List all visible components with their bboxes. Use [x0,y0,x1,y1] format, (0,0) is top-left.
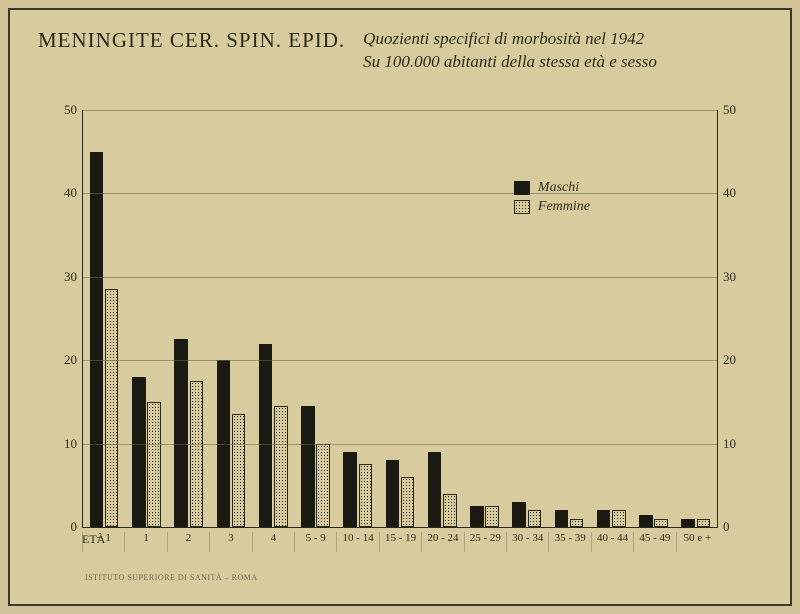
legend-label-female: Femmine [538,199,590,215]
bar-female [443,494,457,527]
subtitle-line-1: Quozienti specifici di morbosità nel 194… [363,28,762,51]
x-tick-label: 40 - 44 [591,532,633,552]
bar-male [132,377,146,527]
header: MENINGITE CER. SPIN. EPID. Quozienti spe… [10,10,790,84]
y-tick-right: 10 [717,436,736,452]
bar-group [83,110,125,527]
x-axis: ETÀ − 112345 - 910 - 1415 - 1920 - 2425 … [82,532,718,552]
bar-group [632,110,674,527]
bar-male [512,502,526,527]
bar-male [343,452,357,527]
bar-female [570,519,584,527]
bar-female [316,444,330,527]
bar-male [386,460,400,527]
bar-male [470,506,484,527]
bar-female [528,510,542,527]
bar-male [555,510,569,527]
bar-female [274,406,288,527]
bar-female [147,402,161,527]
bar-male [301,406,315,527]
x-axis-label: ETÀ [82,532,105,547]
bars-layer [83,110,717,527]
y-tick-left: 20 [64,352,83,368]
bar-group [252,110,294,527]
bar-male [174,339,188,527]
legend-item-maschi: Maschi [514,180,590,196]
x-tick-label: 20 - 24 [421,532,463,552]
plot-frame: 0010102020303040405050 [82,110,718,528]
photo-frame: MENINGITE CER. SPIN. EPID. Quozienti spe… [8,8,792,606]
bar-female [654,519,668,527]
legend-swatch-male [514,181,530,195]
bar-female [232,414,246,527]
footnote: ISTITUTO SUPERIORE DI SANITÀ – ROMA [85,573,258,582]
bar-group [337,110,379,527]
bar-male [597,510,611,527]
bar-female [401,477,415,527]
bar-female [105,289,119,527]
y-tick-right: 40 [717,185,736,201]
bar-male [259,344,273,527]
bar-male [428,452,442,527]
bar-group [590,110,632,527]
y-tick-right: 20 [717,352,736,368]
x-tick-label: 5 - 9 [294,532,336,552]
gridline [83,360,717,361]
legend: Maschi Femmine [514,180,590,218]
legend-item-femmine: Femmine [514,199,590,215]
bar-group [294,110,336,527]
gridline [83,444,717,445]
bar-group [675,110,717,527]
y-tick-left: 10 [64,436,83,452]
x-tick-label: 1 [124,532,166,552]
x-tick-label: 4 [252,532,294,552]
bar-group [125,110,167,527]
x-tick-label: 30 - 34 [506,532,548,552]
bar-male [681,519,695,527]
x-tick-label: 10 - 14 [336,532,378,552]
y-tick-right: 0 [717,519,730,535]
bar-group [379,110,421,527]
gridline [83,110,717,111]
chart-area: 0010102020303040405050 ETÀ − 112345 - 91… [48,110,752,564]
legend-swatch-female [514,200,530,214]
x-tick-label: 50 e + [676,532,718,552]
subtitle-line-2: Su 100.000 abitanti della stessa età e s… [363,51,762,74]
y-tick-left: 30 [64,269,83,285]
title-left: MENINGITE CER. SPIN. EPID. [38,28,345,53]
bar-male [90,152,104,527]
bar-group [210,110,252,527]
bar-group [463,110,505,527]
bar-female [190,381,204,527]
y-tick-left: 50 [64,102,83,118]
legend-label-male: Maschi [538,180,579,196]
title-right: Quozienti specifici di morbosità nel 194… [363,28,762,74]
bar-male [639,515,653,528]
x-tick-label: 45 - 49 [633,532,675,552]
x-tick-label: 3 [209,532,251,552]
bar-group [548,110,590,527]
bar-female [697,519,711,527]
y-tick-right: 30 [717,269,736,285]
x-tick-label: 15 - 19 [379,532,421,552]
x-tick-label: 2 [167,532,209,552]
bar-group [506,110,548,527]
x-tick-label: 35 - 39 [548,532,590,552]
bar-group [421,110,463,527]
y-tick-left: 40 [64,185,83,201]
y-tick-right: 50 [717,102,736,118]
bar-female [612,510,626,527]
x-tick-label: 25 - 29 [464,532,506,552]
gridline [83,193,717,194]
bar-group [168,110,210,527]
bar-female [485,506,499,527]
gridline [83,277,717,278]
bar-female [359,464,373,527]
